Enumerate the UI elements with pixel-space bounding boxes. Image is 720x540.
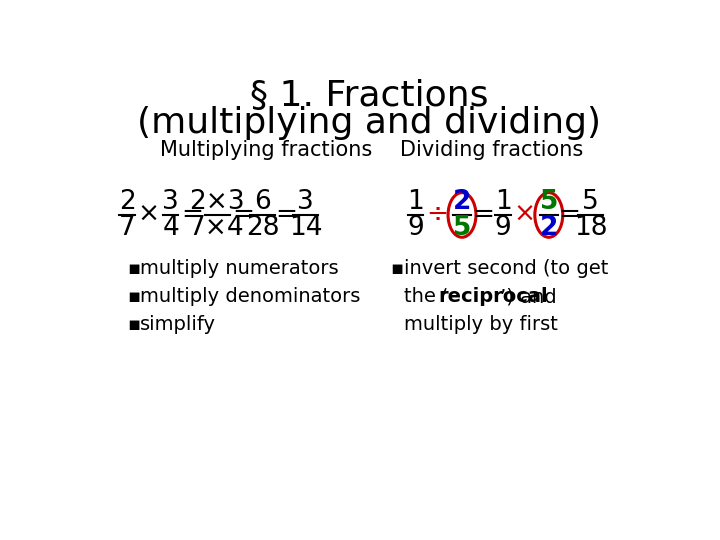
Text: 2×3: 2×3	[189, 189, 245, 215]
Text: 2: 2	[539, 215, 558, 241]
Text: =: =	[473, 202, 495, 228]
Text: ▪: ▪	[127, 287, 140, 306]
Text: 6: 6	[254, 189, 271, 215]
Text: 7×4: 7×4	[189, 215, 245, 241]
Text: the ‘: the ‘	[404, 287, 448, 306]
Text: multiply denominators: multiply denominators	[140, 287, 361, 306]
Text: 1: 1	[495, 189, 511, 215]
Text: simplify: simplify	[140, 315, 217, 334]
Text: =: =	[275, 202, 297, 228]
Text: ▪: ▪	[127, 259, 140, 278]
Text: 3: 3	[162, 189, 179, 215]
Text: invert second (to get: invert second (to get	[404, 259, 608, 278]
Text: ×: ×	[513, 202, 535, 228]
Text: 7: 7	[119, 215, 135, 241]
Text: 4: 4	[162, 215, 179, 241]
Text: § 1. Fractions: § 1. Fractions	[250, 79, 488, 113]
Text: multiply numerators: multiply numerators	[140, 259, 339, 278]
Text: ’) and: ’) and	[500, 287, 557, 306]
Text: ÷: ÷	[426, 202, 448, 228]
Text: =: =	[233, 202, 254, 228]
Text: 5: 5	[539, 189, 558, 215]
Text: ▪: ▪	[391, 259, 404, 278]
Text: =: =	[558, 202, 580, 228]
Text: ▪: ▪	[127, 315, 140, 334]
Text: 3: 3	[297, 189, 314, 215]
Text: 18: 18	[574, 215, 608, 241]
Text: (multiplying and dividing): (multiplying and dividing)	[137, 105, 601, 139]
Text: ×: ×	[138, 202, 160, 228]
Text: 5: 5	[453, 215, 471, 241]
Text: reciprocal: reciprocal	[438, 287, 548, 306]
Text: 5: 5	[582, 189, 599, 215]
Text: =: =	[181, 202, 203, 228]
Text: Dividing fractions: Dividing fractions	[400, 139, 583, 159]
Text: 2: 2	[119, 189, 135, 215]
Text: 2: 2	[453, 189, 471, 215]
Text: 28: 28	[246, 215, 279, 241]
Text: 9: 9	[495, 215, 511, 241]
Text: 1: 1	[407, 189, 424, 215]
Text: Multiplying fractions: Multiplying fractions	[160, 139, 372, 159]
Text: multiply by first: multiply by first	[404, 315, 558, 334]
Text: 14: 14	[289, 215, 323, 241]
Text: 9: 9	[407, 215, 424, 241]
